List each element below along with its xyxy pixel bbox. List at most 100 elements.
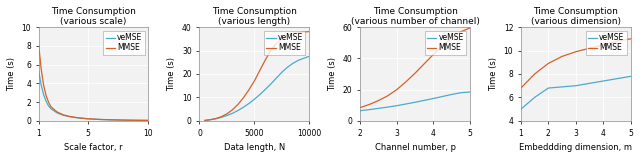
veMSE: [245, 103, 253, 104]
Line: MMSE: MMSE: [521, 39, 630, 88]
MMSE: [545, 62, 552, 64]
Line: veMSE: veMSE: [360, 92, 470, 111]
MMSE: [412, 72, 419, 74]
veMSE: [234, 110, 242, 111]
veMSE: [294, 59, 302, 61]
MMSE: [305, 31, 313, 33]
MMSE: [517, 87, 525, 89]
veMSE: [256, 94, 264, 96]
MMSE: [96, 118, 104, 120]
MMSE: [438, 45, 446, 47]
MMSE: [284, 34, 291, 36]
Line: veMSE: veMSE: [205, 56, 309, 120]
X-axis label: Embeddding dimension, m: Embeddding dimension, m: [519, 143, 632, 152]
veMSE: [145, 119, 152, 121]
MMSE: [40, 84, 47, 86]
MMSE: [35, 45, 43, 47]
veMSE: [300, 57, 308, 59]
veMSE: [37, 84, 45, 86]
Y-axis label: Time (s): Time (s): [168, 57, 177, 91]
veMSE: [60, 114, 67, 116]
MMSE: [223, 113, 231, 115]
veMSE: [273, 77, 280, 79]
veMSE: [35, 70, 43, 72]
veMSE: [289, 62, 296, 64]
MMSE: [37, 68, 45, 70]
veMSE: [384, 106, 392, 108]
veMSE: [65, 116, 73, 118]
MMSE: [234, 104, 242, 105]
Legend: veMSE, MMSE: veMSE, MMSE: [586, 31, 627, 55]
MMSE: [77, 117, 85, 119]
Title: Time Consumption
(various length): Time Consumption (various length): [212, 7, 297, 26]
MMSE: [356, 107, 364, 109]
veMSE: [212, 118, 220, 120]
X-axis label: Data length, N: Data length, N: [224, 143, 285, 152]
veMSE: [365, 109, 373, 111]
Line: MMSE: MMSE: [39, 46, 148, 120]
MMSE: [207, 119, 214, 121]
veMSE: [262, 89, 269, 90]
MMSE: [45, 101, 52, 103]
Title: Time Consumption
(various number of channel): Time Consumption (various number of chan…: [351, 7, 479, 26]
veMSE: [613, 78, 621, 80]
MMSE: [466, 27, 474, 29]
MMSE: [599, 44, 607, 46]
Legend: veMSE, MMSE: veMSE, MMSE: [264, 31, 305, 55]
Title: Time Consumption
(various scale): Time Consumption (various scale): [51, 7, 136, 26]
Y-axis label: Time (s): Time (s): [7, 57, 16, 91]
MMSE: [384, 95, 392, 97]
veMSE: [47, 108, 55, 110]
veMSE: [278, 71, 285, 73]
veMSE: [402, 103, 410, 105]
veMSE: [448, 93, 456, 95]
MMSE: [402, 81, 410, 83]
MMSE: [613, 40, 621, 42]
MMSE: [201, 119, 209, 121]
Y-axis label: Time (s): Time (s): [328, 57, 337, 91]
MMSE: [273, 43, 280, 45]
veMSE: [393, 105, 401, 107]
veMSE: [558, 86, 566, 88]
MMSE: [294, 32, 302, 34]
veMSE: [457, 92, 465, 94]
MMSE: [374, 100, 382, 101]
MMSE: [278, 38, 285, 40]
Y-axis label: Time (s): Time (s): [489, 57, 498, 91]
veMSE: [627, 75, 634, 77]
veMSE: [429, 98, 437, 100]
veMSE: [96, 118, 104, 120]
veMSE: [53, 112, 61, 114]
veMSE: [599, 80, 607, 82]
MMSE: [120, 119, 128, 121]
Legend: veMSE, MMSE: veMSE, MMSE: [103, 31, 145, 55]
MMSE: [558, 55, 566, 57]
veMSE: [305, 55, 313, 57]
veMSE: [284, 66, 291, 68]
veMSE: [228, 112, 236, 114]
MMSE: [132, 119, 140, 121]
veMSE: [466, 91, 474, 93]
veMSE: [77, 117, 85, 119]
MMSE: [47, 106, 55, 108]
veMSE: [132, 119, 140, 121]
MMSE: [448, 37, 456, 39]
Legend: veMSE, MMSE: veMSE, MMSE: [425, 31, 466, 55]
MMSE: [256, 69, 264, 71]
MMSE: [572, 51, 580, 53]
X-axis label: Scale factor, r: Scale factor, r: [64, 143, 123, 152]
MMSE: [72, 116, 79, 118]
MMSE: [289, 33, 296, 35]
MMSE: [586, 47, 593, 49]
veMSE: [517, 108, 525, 110]
MMSE: [60, 114, 67, 116]
veMSE: [531, 97, 538, 98]
X-axis label: Channel number, p: Channel number, p: [374, 143, 456, 152]
veMSE: [207, 119, 214, 121]
veMSE: [239, 106, 247, 108]
MMSE: [212, 118, 220, 119]
MMSE: [145, 119, 152, 121]
MMSE: [393, 89, 401, 91]
veMSE: [412, 101, 419, 103]
veMSE: [45, 105, 52, 107]
